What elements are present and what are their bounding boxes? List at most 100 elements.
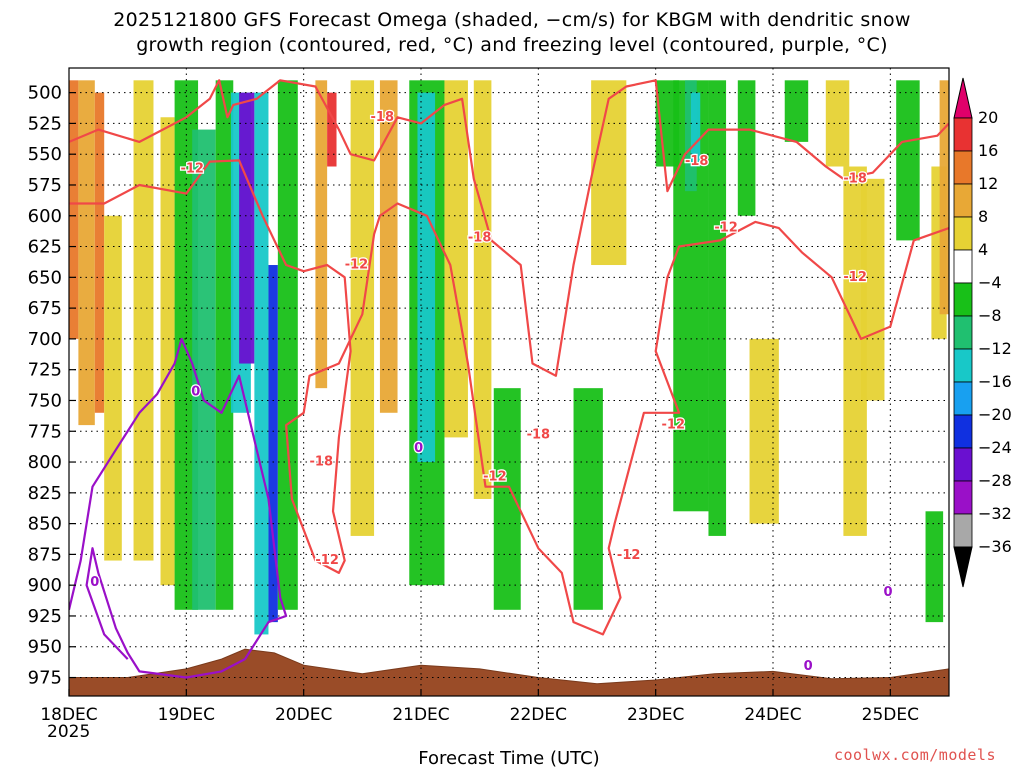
- contour-line-2: [69, 337, 288, 679]
- y-tick-label-625: 625: [28, 237, 62, 258]
- plot-frame: [68, 67, 950, 697]
- colorbar-segment-8: [953, 348, 973, 383]
- colorbar-segment-13: [953, 513, 973, 548]
- colorbar-segment-4: [953, 216, 973, 251]
- colorbar-segment-7: [953, 315, 973, 350]
- omega-cell-33: [825, 80, 850, 167]
- chart-title-line-2: growth region (contoured, red, °C) and f…: [136, 34, 888, 56]
- terrain-surface: [69, 648, 949, 696]
- chart-title-line-1: 2025121800 GFS Forecast Omega (shaded, −…: [113, 9, 911, 31]
- y-tick-label-975: 975: [28, 668, 62, 689]
- omega-cell-2: [94, 92, 105, 413]
- colorbar-label-8: −16: [978, 372, 1012, 391]
- omega-cell-20: [444, 80, 468, 438]
- contour-label-8: -12: [617, 548, 641, 563]
- contour-label-17: 0: [804, 659, 813, 674]
- y-tick-label-550: 550: [28, 144, 62, 165]
- contour-label-12: -18: [843, 171, 867, 186]
- credit-link[interactable]: coolwx.com/models: [833, 746, 996, 764]
- contour-label-14: 0: [90, 575, 99, 590]
- omega-shading: [69, 80, 949, 635]
- omega-cell-5: [160, 117, 175, 586]
- x-axis-label: Forecast Time (UTC): [418, 748, 599, 768]
- colorbar-label-5: −4: [978, 273, 1002, 292]
- colorbar-segment-1: [953, 117, 973, 152]
- y-tick-label-900: 900: [28, 575, 62, 596]
- colorbar-segment-10: [953, 414, 973, 449]
- chart-title: 2025121800 GFS Forecast Omega (shaded, −…: [0, 8, 1024, 58]
- omega-cell-28: [690, 92, 701, 167]
- omega-cell-21: [473, 80, 492, 499]
- colorbar-segment-5: [953, 249, 973, 284]
- y-tick-label-750: 750: [28, 390, 62, 411]
- colorbar-label-3: 8: [978, 207, 988, 226]
- x-tick-sublabel: 2025: [47, 722, 90, 742]
- omega-cell-29: [708, 80, 727, 536]
- y-tick-label-600: 600: [28, 206, 62, 227]
- colorbar-label-12: −32: [978, 504, 1012, 523]
- omega-cell-14: [315, 80, 328, 389]
- omega-cell-10: [239, 92, 255, 364]
- y-tick-label-575: 575: [28, 175, 62, 196]
- temperature-contours: [69, 79, 949, 679]
- y-tick-label-775: 775: [28, 421, 62, 442]
- y-tick-label-700: 700: [28, 329, 62, 350]
- colorbar-label-11: −28: [978, 471, 1012, 490]
- colorbar-segment-2: [953, 150, 973, 185]
- contour-line-0: [69, 159, 949, 636]
- colorbar-label-1: 16: [978, 141, 998, 160]
- colorbar-label-9: −20: [978, 405, 1012, 424]
- y-tick-label-800: 800: [28, 452, 62, 473]
- contour-label-11: -12: [714, 221, 738, 236]
- omega-cell-15: [327, 92, 337, 167]
- colorbar-segment-6: [953, 282, 973, 317]
- omega-cell-8: [215, 80, 234, 610]
- omega-cell-35: [861, 178, 885, 401]
- contour-labels: -12 -18 -12 -18 -18 -12 -18 -12 -12 -12 -18 -12 -18 -…: [89, 109, 894, 676]
- contour-label-18: 0: [883, 585, 892, 600]
- x-tick-label-25DEC: 25DEC: [862, 705, 919, 725]
- x-tick-label-19DEC: 19DEC: [158, 705, 215, 725]
- omega-cell-22: [493, 388, 521, 610]
- contour-label-2: -12: [345, 258, 369, 273]
- y-tick-label-950: 950: [28, 637, 62, 658]
- x-tick-label-20DEC: 20DEC: [275, 705, 332, 725]
- omega-cell-11: [254, 92, 269, 635]
- colorbar-label-13: −36: [978, 537, 1012, 556]
- omega-cell-32: [784, 80, 809, 142]
- contour-label-10: -18: [685, 154, 709, 169]
- omega-cell-30: [737, 80, 756, 216]
- colorbar-label-2: 12: [978, 174, 998, 193]
- colorbar-label-4: 4: [978, 240, 988, 259]
- contour-label-1: -18: [371, 110, 395, 125]
- contour-label-16: 0: [414, 441, 423, 456]
- colorbar-segment-12: [953, 480, 973, 515]
- contour-label-13: -12: [843, 270, 867, 285]
- y-tick-label-875: 875: [28, 544, 62, 565]
- omega-cell-39: [925, 511, 944, 623]
- omega-cell-36: [896, 80, 920, 241]
- y-tick-label-925: 925: [28, 606, 62, 627]
- colorbar-segment-3: [953, 183, 973, 218]
- omega-cell-23: [573, 388, 603, 610]
- y-tick-label-825: 825: [28, 483, 62, 504]
- terrain-layer: [69, 648, 949, 696]
- contour-label-9: -12: [662, 418, 686, 433]
- omega-cell-13: [277, 80, 298, 610]
- y-tick-label-725: 725: [28, 360, 62, 381]
- contour-label-15: 0: [191, 384, 200, 399]
- omega-cell-38: [939, 80, 949, 315]
- x-tick-label-18DEC: 18DEC: [40, 705, 97, 725]
- omega-cell-4: [133, 80, 154, 561]
- omega-cell-1: [78, 80, 95, 426]
- contour-line-1: [69, 79, 949, 377]
- colorbar-label-7: −12: [978, 339, 1012, 358]
- colorbar-label-10: −24: [978, 438, 1012, 457]
- contour-label-7: -12: [483, 469, 507, 484]
- contour-label-0: -12: [180, 161, 204, 176]
- colorbar-segment-9: [953, 381, 973, 416]
- contour-label-4: -18: [310, 455, 334, 470]
- colorbar-segment-11: [953, 447, 973, 482]
